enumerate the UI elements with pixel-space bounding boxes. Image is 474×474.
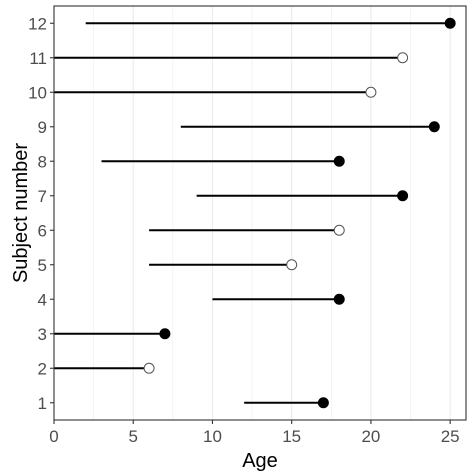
x-tick-label: 25 — [441, 427, 460, 446]
y-tick-label: 9 — [38, 118, 47, 137]
y-tick-label: 11 — [29, 49, 47, 68]
x-tick-label: 15 — [282, 427, 301, 446]
panel-border — [53, 5, 467, 421]
x-tick-label: 20 — [361, 427, 380, 446]
open-point-subject-10 — [365, 86, 377, 98]
filled-point-subject-4 — [333, 293, 345, 305]
y-tick-label: 4 — [38, 290, 47, 309]
data-layer — [54, 17, 456, 409]
y-tick-label: 8 — [38, 152, 47, 171]
y-axis-title: Subject number — [10, 143, 32, 283]
y-tick-label: 12 — [28, 14, 47, 33]
filled-point-subject-8 — [333, 155, 345, 167]
grid-layer — [53, 6, 451, 420]
x-tick-label: 10 — [203, 427, 222, 446]
filled-point-subject-12 — [444, 17, 456, 29]
open-point-subject-5 — [286, 259, 298, 271]
filled-point-subject-1 — [317, 397, 329, 409]
x-tick-label: 5 — [128, 427, 137, 446]
y-tick-label: 3 — [38, 325, 47, 344]
y-tick-label: 6 — [38, 221, 47, 240]
x-tick-label: 0 — [49, 427, 58, 446]
filled-point-subject-3 — [159, 328, 171, 340]
y-tick-label: 7 — [38, 187, 47, 206]
filled-point-subject-7 — [397, 190, 409, 202]
y-tick-label: 1 — [38, 394, 47, 413]
y-tick-label: 2 — [38, 359, 47, 378]
y-tick-label: 10 — [28, 83, 47, 102]
open-point-subject-11 — [397, 52, 409, 64]
y-tick-label: 5 — [38, 256, 47, 275]
x-axis-title: Age — [242, 450, 278, 472]
open-point-subject-6 — [333, 224, 345, 236]
open-point-subject-2 — [143, 362, 155, 374]
filled-point-subject-9 — [428, 121, 440, 133]
